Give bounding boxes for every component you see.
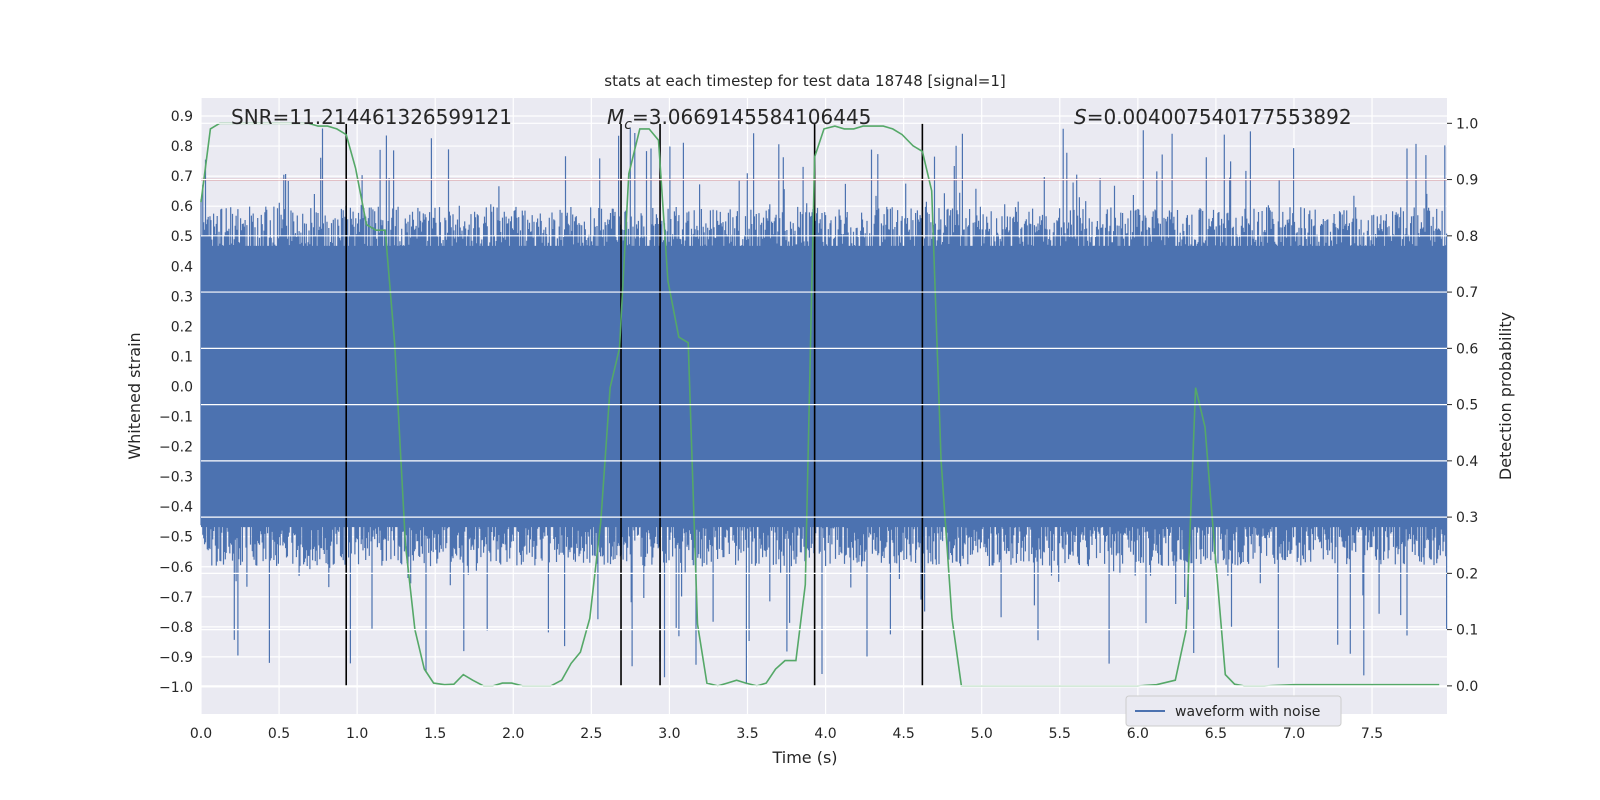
chirp-mass-value: =3.0669145584106445 — [632, 105, 871, 129]
chirp-mass-symbol: M — [607, 105, 624, 129]
y2-axis-ticks: 1.0 0.9 0.8 0.7 0.6 0.5 0.4 0.3 0.2 0.1 0.0 — [1447, 116, 1478, 695]
y-tick-label: −0.3 — [159, 470, 193, 486]
y-tick-label: 0.7 — [171, 169, 193, 185]
y-tick-label: −0.8 — [159, 620, 193, 636]
x-axis-ticks: 0.0 0.5 1.0 1.5 2.0 2.5 3.0 3.5 4.0 4.5 5.0 5.5 6.0 6… — [190, 726, 1383, 742]
chirp-mass-annotation: Mc=3.0669145584106445 — [607, 105, 871, 133]
y-tick-label: 0.9 — [171, 109, 193, 125]
y-tick-label: −0.6 — [159, 560, 193, 576]
y-tick-label: −1.0 — [159, 680, 193, 696]
y-tick-label: 0.8 — [171, 139, 193, 155]
y2-tick-label: 0.1 — [1456, 623, 1478, 639]
x-axis-label: Time (s) — [771, 748, 837, 767]
legend: waveform with noise — [1125, 695, 1342, 727]
y2-tick-label: 0.0 — [1456, 679, 1478, 695]
plot-area — [200, 98, 1448, 714]
x-tick-label: 3.0 — [658, 726, 680, 742]
y2-tick-label: 0.6 — [1456, 341, 1478, 357]
y-tick-label: 0.3 — [171, 289, 193, 305]
x-tick-label: 3.5 — [736, 726, 758, 742]
x-tick-label: 4.0 — [814, 726, 836, 742]
x-tick-label: 5.5 — [1049, 726, 1071, 742]
x-tick-label: 0.5 — [268, 726, 290, 742]
x-tick-label: 5.0 — [971, 726, 993, 742]
s-value: =0.004007540177553892 — [1087, 105, 1352, 129]
y2-tick-label: 1.0 — [1456, 116, 1478, 132]
x-tick-label: 1.5 — [424, 726, 446, 742]
y-tick-label: −0.7 — [159, 590, 193, 606]
y2-tick-label: 0.3 — [1456, 510, 1478, 526]
y2-tick-label: 0.9 — [1456, 173, 1478, 189]
legend-box — [1125, 695, 1342, 727]
y-tick-label: −0.4 — [159, 500, 193, 516]
y-axis-label: Whitened strain — [125, 332, 144, 459]
y2-axis-label: Detection probability — [1496, 312, 1515, 480]
x-tick-label: 1.0 — [346, 726, 368, 742]
chart-title: stats at each timestep for test data 187… — [604, 72, 1005, 90]
x-tick-label: 2.0 — [502, 726, 524, 742]
y-tick-label: −0.9 — [159, 650, 193, 666]
chirp-mass-subscript: c — [624, 117, 632, 133]
x-tick-label: 2.5 — [580, 726, 602, 742]
x-tick-label: 7.0 — [1283, 726, 1305, 742]
legend-label: waveform with noise — [1175, 704, 1320, 720]
y-tick-label: 0.6 — [171, 199, 193, 215]
snr-annotation: SNR=11.214461326599121 — [231, 105, 512, 129]
s-annotation: S=0.004007540177553892 — [1074, 105, 1352, 129]
y-tick-label: −0.1 — [159, 410, 193, 426]
x-tick-label: 0.0 — [190, 726, 212, 742]
y2-tick-label: 0.2 — [1456, 566, 1478, 582]
x-tick-label: 6.5 — [1205, 726, 1227, 742]
y-tick-label: −0.2 — [159, 440, 193, 456]
y2-tick-label: 0.7 — [1456, 285, 1478, 301]
y-tick-label: 0.4 — [171, 259, 193, 275]
y-tick-label: −0.5 — [159, 530, 193, 546]
y-tick-label: 0.1 — [171, 349, 193, 365]
y2-tick-label: 0.4 — [1456, 454, 1478, 470]
s-symbol: S — [1074, 105, 1087, 129]
y-tick-label: 0.5 — [171, 229, 193, 245]
y-tick-label: 0.0 — [171, 379, 193, 395]
waveform-core — [201, 245, 1447, 528]
x-tick-label: 4.5 — [892, 726, 914, 742]
y-tick-label: 0.2 — [171, 319, 193, 335]
y-axis-ticks: 0.9 0.8 0.7 0.6 0.5 0.4 0.3 0.2 0.1 0.0 −0.1 −0.2 −0… — [159, 109, 193, 696]
y2-tick-label: 0.8 — [1456, 229, 1478, 245]
waveform-series — [200, 128, 1448, 685]
x-tick-label: 7.5 — [1361, 726, 1383, 742]
x-tick-label: 6.0 — [1127, 726, 1149, 742]
y2-tick-label: 0.5 — [1456, 398, 1478, 414]
grid-overlay — [201, 122, 1447, 687]
